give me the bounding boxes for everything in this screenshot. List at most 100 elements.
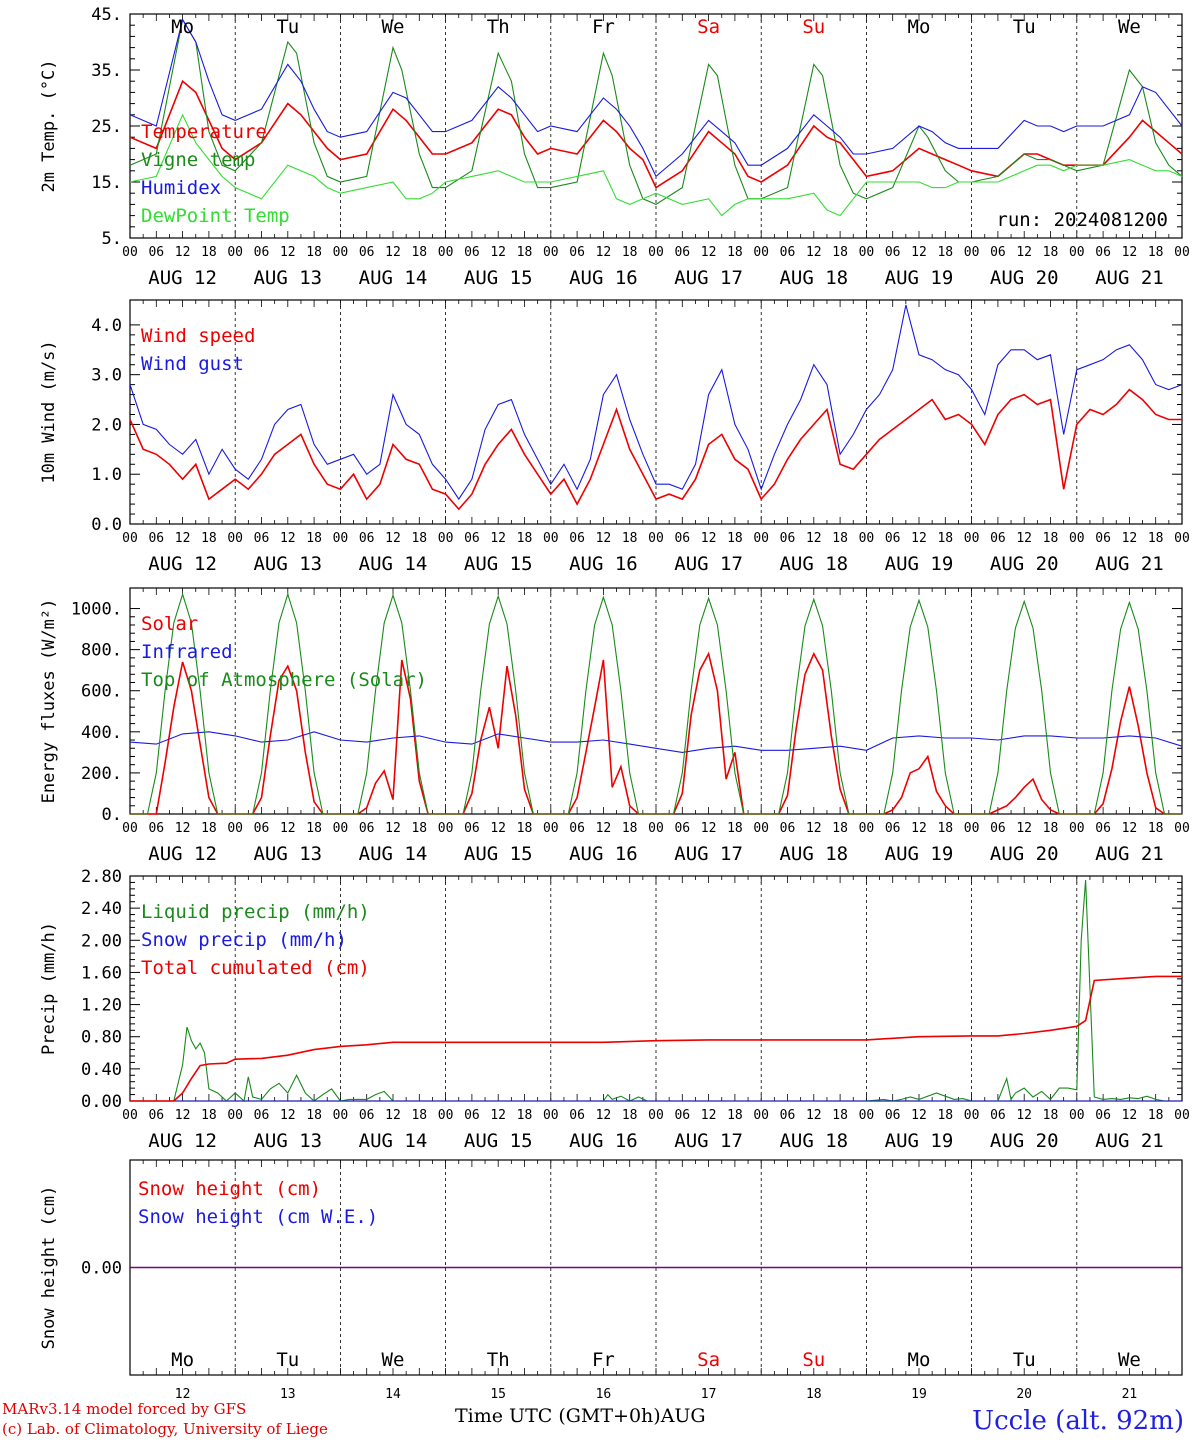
y-tick-label: 0.00 [81,1092,122,1112]
y-tick-label: 0.00 [81,1259,122,1279]
weekday-label-top: Tu [276,16,299,38]
hour-tick-label: 00 [1069,1108,1085,1123]
hour-tick-label: 18 [832,1108,848,1123]
day-number-label: 13 [280,1387,296,1402]
hour-tick-label: 06 [780,245,796,260]
hour-tick-label: 18 [517,245,533,260]
series-line-wind-gust [129,304,1183,501]
model-credit: MARv3.14 model forced by GFS [2,1400,247,1418]
date-label: AUG 16 [569,843,638,865]
date-label: AUG 13 [253,553,322,575]
y-axis-title: 2m Temp. (°C) [39,59,59,192]
hour-tick-label: 18 [832,531,848,546]
hour-tick-label: 00 [438,821,454,836]
date-label: AUG 14 [359,267,428,289]
hour-tick-label: 06 [990,1108,1006,1123]
hour-tick-label: 18 [622,1108,638,1123]
hour-tick-label: 12 [280,821,296,836]
date-label: AUG 17 [674,843,743,865]
weekday-label-bottom: Tu [1013,1349,1036,1371]
legend-entry: Temperature [141,121,267,143]
hour-tick-label: 06 [359,1108,375,1123]
legend-entry: Solar [141,613,198,635]
hour-tick-label: 00 [964,821,980,836]
hour-tick-label: 18 [517,821,533,836]
hour-tick-label: 12 [701,821,717,836]
y-tick-label: 0. [102,805,122,825]
hour-tick-label: 06 [464,245,480,260]
legend-entry: Vigne temp [141,149,255,171]
hour-tick-label: 06 [148,531,164,546]
hour-tick-label: 00 [122,245,138,260]
hour-tick-label: 18 [411,821,427,836]
hour-tick-label: 18 [1043,821,1059,836]
y-tick-label: 1.60 [81,963,122,983]
date-label: AUG 14 [359,553,428,575]
hour-tick-label: 12 [911,245,927,260]
weekday-label-bottom: Mo [171,1349,194,1371]
y-tick-label: 35. [91,61,122,81]
hour-tick-label: 00 [753,245,769,260]
legend-entry: Snow precip (mm/h) [141,929,347,951]
day-number-label: 17 [701,1387,717,1402]
date-label: AUG 12 [148,553,217,575]
weekday-label-top: Th [487,16,510,38]
hour-tick-label: 00 [543,821,559,836]
hour-tick-label: 00 [753,1108,769,1123]
y-tick-label: 0.40 [81,1060,122,1080]
hour-tick-label: 06 [148,821,164,836]
weekday-label-top: We [1118,16,1141,38]
weekday-label-top: Su [802,16,825,38]
hour-tick-label: 12 [911,531,927,546]
weekday-label-bottom: Sa [697,1349,720,1371]
date-label: AUG 18 [779,843,848,865]
y-tick-label: 600. [81,682,122,702]
date-label: AUG 20 [990,1130,1059,1152]
y-axis-title: 10m Wind (m/s) [39,340,59,483]
hour-tick-label: 06 [359,821,375,836]
hour-tick-label: 06 [1095,1108,1111,1123]
hour-tick-label: 18 [1148,531,1164,546]
hour-tick-label: 06 [780,821,796,836]
hour-tick-label: 12 [490,1108,506,1123]
hour-tick-label: 06 [464,531,480,546]
date-label: AUG 18 [779,267,848,289]
date-label: AUG 16 [569,267,638,289]
date-label: AUG 13 [253,267,322,289]
hour-tick-label: 18 [411,531,427,546]
hour-tick-label: 00 [543,1108,559,1123]
hour-tick-label: 06 [359,245,375,260]
hour-tick-label: 00 [1174,531,1190,546]
hour-tick-label: 00 [122,821,138,836]
hour-tick-label: 18 [832,821,848,836]
hour-tick-label: 18 [937,531,953,546]
hour-tick-label: 18 [201,531,217,546]
hour-tick-label: 06 [254,1108,270,1123]
hour-tick-label: 18 [622,531,638,546]
hour-tick-label: 06 [674,531,690,546]
date-label: AUG 15 [464,1130,533,1152]
hour-tick-label: 12 [175,245,191,260]
date-label: AUG 12 [148,267,217,289]
hour-tick-label: 00 [1069,531,1085,546]
hour-tick-label: 12 [385,1108,401,1123]
y-tick-label: 200. [81,764,122,784]
hour-tick-label: 18 [201,245,217,260]
hour-tick-label: 00 [859,821,875,836]
weekday-label-top: Mo [908,16,931,38]
hour-tick-label: 12 [1016,1108,1032,1123]
hour-tick-label: 18 [622,821,638,836]
y-tick-label: 2.40 [81,899,122,919]
y-tick-label: 3.0 [91,366,122,386]
hour-tick-label: 06 [990,245,1006,260]
date-label: AUG 17 [674,267,743,289]
hour-tick-label: 06 [990,821,1006,836]
hour-tick-label: 18 [201,821,217,836]
date-label: AUG 15 [464,267,533,289]
hour-tick-label: 00 [227,821,243,836]
panel-frame [129,299,1183,525]
legend-entry: Snow height (cm) [138,1178,321,1200]
hour-tick-label: 00 [859,531,875,546]
y-tick-label: 4.0 [91,316,122,336]
hour-tick-label: 18 [937,1108,953,1123]
